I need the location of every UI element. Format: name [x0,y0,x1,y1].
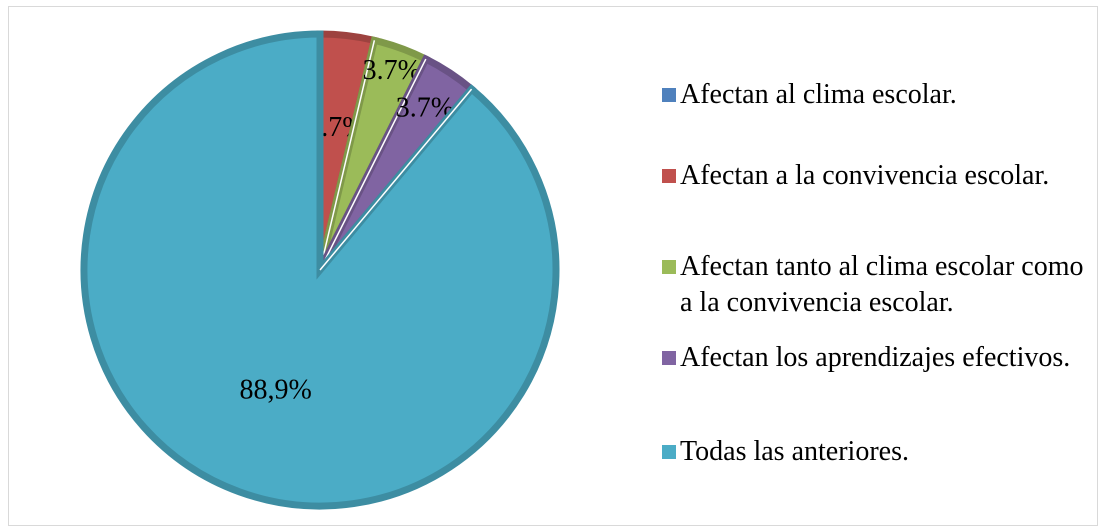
legend-label: Afectan a la convivencia escolar. [680,160,1050,191]
pie-slice-edge [319,40,376,271]
legend-label: Afectan tanto al clima escolar como a la… [680,251,1084,318]
legend-label: Afectan al clima escolar. [680,79,957,110]
legend-item: Afectan tanto al clima escolar como a la… [662,249,1098,321]
legend-swatch [662,445,676,459]
legend-label: Afectan los aprendizajes efectivos. [680,342,1071,373]
pie-slice [80,30,560,510]
legend-item: Afectan los aprendizajes efectivos. [662,340,1098,376]
data-label: 88,9% [239,374,311,405]
legend-item: Afectan al clima escolar. [662,77,1098,113]
legend-swatch [662,260,676,274]
legend-swatch [662,88,676,102]
legend-label: Todas las anteriores. [680,436,909,467]
legend-item: Todas las anteriores. [662,434,1098,470]
pie-slice-edge [319,58,427,271]
pie-slice-edge [319,88,473,271]
legend-swatch [662,351,676,365]
legend-item: Afectan a la convivencia escolar. [662,158,1098,194]
legend-swatch [662,169,676,183]
